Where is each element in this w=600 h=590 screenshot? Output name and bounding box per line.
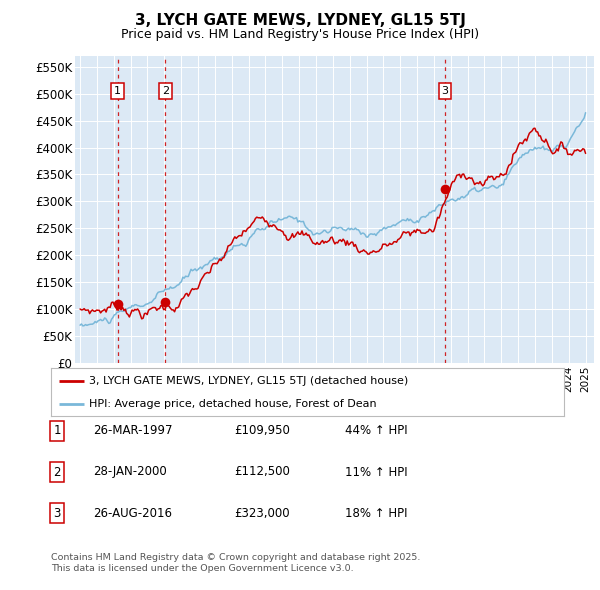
Text: 3, LYCH GATE MEWS, LYDNEY, GL15 5TJ: 3, LYCH GATE MEWS, LYDNEY, GL15 5TJ: [134, 13, 466, 28]
Text: £109,950: £109,950: [234, 424, 290, 437]
Text: £112,500: £112,500: [234, 466, 290, 478]
Text: £323,000: £323,000: [234, 507, 290, 520]
Text: 1: 1: [53, 424, 61, 437]
Text: 3: 3: [53, 507, 61, 520]
Text: 44% ↑ HPI: 44% ↑ HPI: [345, 424, 407, 437]
Text: 3, LYCH GATE MEWS, LYDNEY, GL15 5TJ (detached house): 3, LYCH GATE MEWS, LYDNEY, GL15 5TJ (det…: [89, 376, 409, 386]
Text: 26-MAR-1997: 26-MAR-1997: [93, 424, 173, 437]
Text: 2: 2: [53, 466, 61, 478]
Text: 2: 2: [162, 86, 169, 96]
Text: HPI: Average price, detached house, Forest of Dean: HPI: Average price, detached house, Fore…: [89, 399, 377, 409]
Text: Price paid vs. HM Land Registry's House Price Index (HPI): Price paid vs. HM Land Registry's House …: [121, 28, 479, 41]
Text: 26-AUG-2016: 26-AUG-2016: [93, 507, 172, 520]
Text: 1: 1: [114, 86, 121, 96]
Text: 3: 3: [442, 86, 448, 96]
Text: Contains HM Land Registry data © Crown copyright and database right 2025.
This d: Contains HM Land Registry data © Crown c…: [51, 553, 421, 573]
Text: 28-JAN-2000: 28-JAN-2000: [93, 466, 167, 478]
Text: 11% ↑ HPI: 11% ↑ HPI: [345, 466, 407, 478]
Text: 18% ↑ HPI: 18% ↑ HPI: [345, 507, 407, 520]
